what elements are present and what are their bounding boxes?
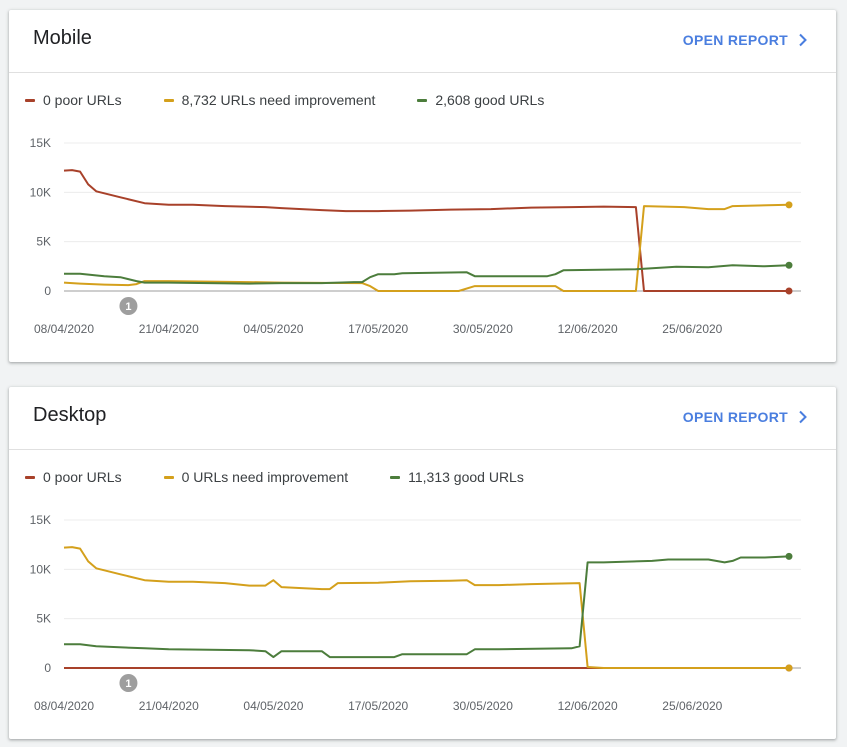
card-header: Mobile OPEN REPORT [9, 10, 836, 73]
series-line-poor [63, 169, 789, 292]
legend-item-good[interactable]: 11,313 good URLs [390, 469, 524, 485]
annotation-marker [119, 674, 138, 692]
legend-item-improve[interactable]: 0 URLs need improvement [163, 469, 349, 485]
legend-label-poor: 0 poor URLs [43, 469, 122, 485]
series-end-point-poor [785, 287, 793, 295]
mobile-card: Mobile OPEN REPORT 0 poor URLs 8,732 URL… [9, 10, 836, 362]
legend-swatch-good [417, 98, 428, 102]
legend-swatch-poor [25, 475, 35, 479]
x-tick-label: 25/06/2020 [662, 322, 722, 336]
annotation-marker [119, 297, 138, 315]
x-tick-label: 25/06/2020 [662, 699, 722, 713]
x-tick-label: 12/06/2020 [558, 699, 618, 713]
y-tick-label: 15K [30, 513, 51, 527]
x-tick-label: 04/05/2020 [243, 322, 303, 336]
x-tick-label: 30/05/2020 [453, 322, 513, 336]
x-tick-label: 12/06/2020 [558, 322, 618, 336]
desktop-card: Desktop OPEN REPORT 0 poor URLs 0 URLs n… [9, 387, 836, 739]
chart-legend: 0 poor URLs 0 URLs need improvement 11,3… [25, 469, 566, 485]
x-tick-label: 08/04/2020 [34, 699, 94, 713]
open-report-label: OPEN REPORT [682, 409, 788, 425]
card-header: Desktop OPEN REPORT [9, 387, 836, 450]
legend-swatch-good [390, 475, 401, 479]
legend-label-improve: 8,732 URLs need improvement [181, 92, 376, 108]
series-line-improve [63, 546, 789, 669]
x-tick-label: 17/05/2020 [348, 322, 408, 336]
series-line-good [64, 264, 790, 285]
open-report-button[interactable]: OPEN REPORT [683, 32, 808, 48]
legend-item-good[interactable]: 2,608 good URLs [417, 92, 544, 108]
x-tick-label: 08/04/2020 [34, 322, 94, 336]
y-tick-label: 5K [36, 612, 51, 626]
series-end-point-improve [785, 201, 793, 209]
legend-item-improve[interactable]: 8,732 URLs need improvement [163, 92, 376, 108]
chart-legend: 0 poor URLs 8,732 URLs need improvement … [25, 92, 586, 108]
x-tick-label: 30/05/2020 [453, 699, 513, 713]
annotation-label: 1 [125, 678, 131, 690]
chevron-right-icon [799, 410, 807, 424]
legend-swatch-poor [25, 98, 35, 102]
legend-label-good: 11,313 good URLs [408, 469, 524, 485]
card-title: Mobile [33, 27, 92, 49]
mobile-chart: 15K 10K 5K 0 08/04/2020 21/04/2020 04/05/2020 1… [30, 136, 801, 336]
x-tick-label: 17/05/2020 [348, 699, 408, 713]
chevron-right-icon [799, 33, 807, 47]
x-tick-label: 21/04/2020 [139, 699, 199, 713]
open-report-label: OPEN REPORT [682, 32, 788, 48]
open-report-button[interactable]: OPEN REPORT [683, 409, 808, 425]
legend-swatch-improve [163, 475, 174, 479]
y-tick-label: 10K [30, 562, 51, 576]
series-end-point-good [785, 261, 793, 269]
x-tick-label: 21/04/2020 [139, 322, 199, 336]
y-tick-label: 0 [44, 661, 51, 675]
series-end-point-improve [785, 664, 793, 672]
legend-label-improve: 0 URLs need improvement [181, 469, 349, 485]
legend-label-poor: 0 poor URLs [43, 92, 122, 108]
y-tick-label: 0 [44, 284, 51, 298]
y-tick-label: 10K [30, 185, 51, 199]
series-end-point-good [785, 552, 793, 560]
legend-label-good: 2,608 good URLs [435, 92, 545, 108]
annotation-label: 1 [125, 301, 131, 313]
desktop-chart: 15K 10K 5K 0 08/04/2020 21/04/2020 04/05/2020 1… [30, 513, 801, 713]
y-tick-label: 15K [30, 136, 51, 150]
legend-swatch-improve [163, 98, 174, 102]
y-tick-label: 5K [36, 235, 51, 249]
card-title: Desktop [33, 404, 107, 426]
series-line-good [64, 555, 790, 659]
x-tick-label: 04/05/2020 [243, 699, 303, 713]
series-line-improve [63, 203, 790, 292]
legend-item-poor[interactable]: 0 poor URLs [25, 469, 122, 485]
legend-item-poor[interactable]: 0 poor URLs [25, 92, 122, 108]
